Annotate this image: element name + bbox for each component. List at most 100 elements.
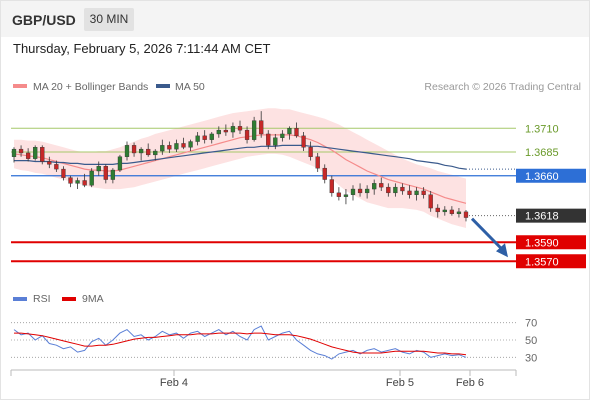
candle-down (103, 166, 108, 180)
rsi-tick-label: 30 (525, 352, 537, 364)
forecast-arrow-head (496, 243, 508, 258)
candle-up (89, 170, 94, 186)
candle-down (329, 179, 334, 194)
current-price-box (516, 208, 586, 223)
candle-down (308, 147, 313, 157)
symbol-label: GBP/USD (12, 12, 76, 28)
candle-down (237, 126, 243, 131)
support-label: 1.3590 (525, 237, 559, 249)
rsi-legend-swatch (13, 297, 27, 301)
forecast-arrow-shaft (470, 217, 506, 253)
candle-up (393, 186, 398, 194)
candle-down (428, 194, 433, 209)
candle-up (280, 133, 285, 138)
candle-down (131, 145, 137, 154)
candle-up (195, 135, 200, 142)
rsi-ma-line (14, 332, 467, 356)
candle-down (68, 177, 73, 184)
candle-down (379, 183, 384, 188)
x-axis: Feb 4 Feb 5 Feb 6 (10, 369, 517, 389)
candle-down (61, 168, 66, 178)
candle-up (33, 147, 38, 159)
price-levels: 1.3710 1.3685 1.3660 1.3618 1.3590 1.3570 (11, 123, 586, 269)
candle-down (322, 167, 327, 180)
candle-down (223, 129, 229, 133)
candle-up (96, 166, 101, 172)
candle-up (160, 145, 165, 152)
candle-down (435, 207, 440, 213)
candle-down (421, 190, 426, 195)
rsi-legend: RSI 9MA (13, 293, 104, 305)
candle-down (386, 186, 391, 194)
candle-up (456, 211, 462, 214)
candle-up (364, 188, 370, 194)
rsi-legend-label: RSI (33, 293, 51, 305)
ma20-legend-swatch (13, 84, 27, 88)
candle-down (400, 186, 405, 192)
support-label: 1.3570 (525, 256, 559, 268)
candle-down (244, 129, 250, 140)
pivot-label: 1.3660 (525, 171, 559, 183)
chart-datetime: Thursday, February 5, 2026 7:11:44 AM CE… (13, 41, 271, 56)
candle-up (110, 169, 116, 180)
rsi-tick-label: 70 (525, 318, 537, 330)
candle-down (357, 188, 363, 194)
candle-down (294, 128, 299, 137)
candle-up (230, 126, 236, 133)
candle-up (75, 180, 80, 184)
candle-up (350, 188, 356, 195)
x-axis-label: Feb 5 (386, 377, 414, 389)
bollinger-band-fill (14, 108, 466, 228)
candle-down (47, 161, 52, 165)
ma50-legend-swatch (156, 84, 170, 88)
candle-down (54, 164, 59, 170)
current-price-label: 1.3618 (525, 211, 559, 223)
candle-up (372, 183, 377, 190)
ma20-line (13, 134, 467, 204)
rsi-line (13, 325, 467, 360)
support-label-box (516, 235, 586, 250)
candle-down (407, 190, 412, 195)
moving-averages (13, 134, 516, 204)
rsi-tick-label: 50 (525, 335, 537, 347)
forecast-arrow (470, 217, 508, 258)
chart-legend: MA 20 + Bollinger Bands MA 50 Research ©… (13, 81, 581, 93)
candle-down (40, 147, 45, 162)
ma20-legend-label: MA 20 + Bollinger Bands (33, 81, 148, 93)
resistance-label: 1.3685 (525, 147, 559, 159)
candle-up (124, 145, 130, 157)
candle-up (188, 141, 193, 148)
timeframe-button[interactable]: 30 MIN (84, 8, 134, 31)
candlesticks (11, 111, 469, 222)
candle-up (216, 129, 221, 135)
candle-down (336, 192, 342, 197)
candle-down (463, 211, 469, 218)
x-axis-label: Feb 6 (456, 377, 484, 389)
candle-up (117, 156, 123, 171)
chart-header: GBP/USD 30 MIN (1, 1, 589, 37)
candle-up (273, 137, 278, 146)
candle-down (449, 209, 455, 214)
candle-up (442, 209, 447, 213)
bollinger-bands (14, 108, 466, 228)
candle-down (82, 180, 87, 186)
rsi-ma-legend-label: 9MA (82, 293, 104, 305)
candle-up (209, 133, 214, 140)
resistance-label: 1.3710 (525, 123, 559, 135)
candle-down (315, 156, 320, 169)
candle-up (174, 143, 179, 150)
pivot-label-box (516, 168, 586, 183)
candle-down (202, 135, 207, 140)
candle-down (266, 133, 271, 146)
candle-up (11, 148, 17, 157)
candle-down (146, 148, 151, 156)
candle-up (287, 128, 292, 135)
copyright-label: Research © 2026 Trading Central (424, 81, 581, 93)
candle-down (25, 152, 31, 159)
rsi-panel: 70 50 30 (11, 318, 537, 364)
candle-up (153, 150, 158, 156)
ma50-line (14, 144, 467, 170)
candle-down (181, 143, 186, 148)
support-label-box (516, 254, 586, 269)
